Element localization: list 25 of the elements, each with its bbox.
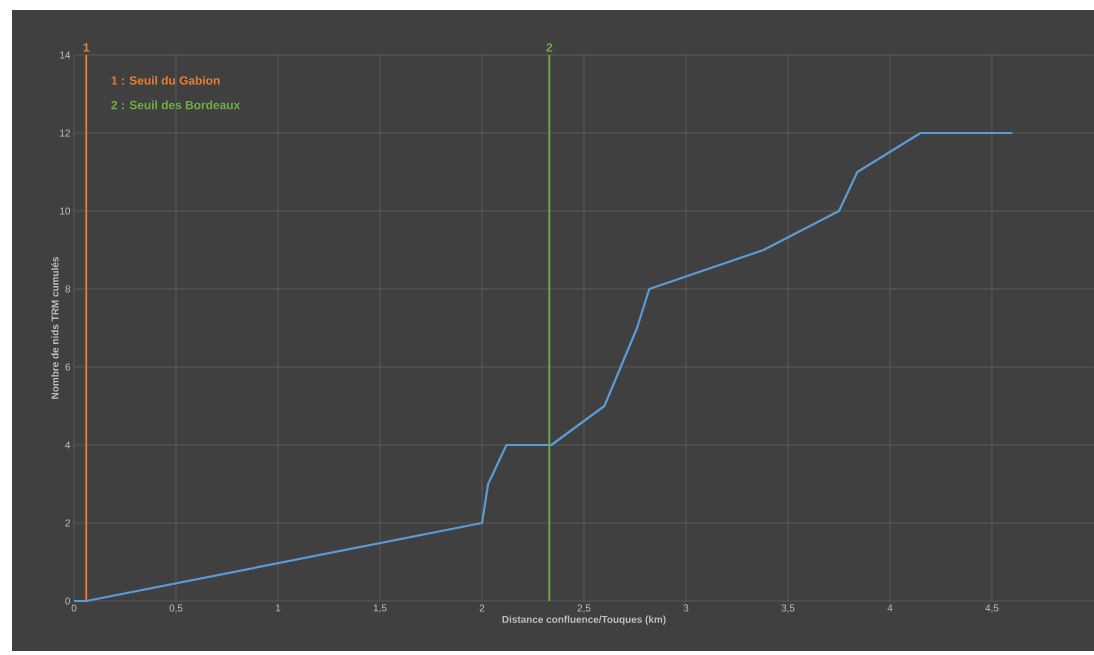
annotation: 1	[83, 43, 90, 52]
x-tick-label: 2,5	[577, 604, 591, 613]
y-tick-label: 2	[65, 519, 70, 527]
line-series	[72, 131, 1014, 603]
annotation: 1 : Seuil du Gabion	[111, 75, 220, 85]
annotation: 2	[546, 43, 553, 52]
y-tick-label: 4	[65, 441, 71, 449]
x-tick-label: 3,5	[781, 604, 795, 613]
y-tick-label: 6	[65, 363, 71, 371]
x-tick-label: 3	[683, 604, 689, 612]
x-tick-label: 0,5	[169, 604, 183, 613]
x-tick-label: 1	[275, 604, 281, 612]
y-axis-title: Nombre de nids TRM cumulés	[51, 256, 59, 399]
x-tick-label: 1,5	[373, 604, 387, 613]
y-tick-label: 8	[65, 285, 71, 293]
y-tick-label: 10	[60, 207, 71, 215]
y-tick-label: 12	[60, 129, 70, 137]
annotation: 2 : Seuil des Bordeaux	[111, 100, 241, 110]
y-tick-label: 14	[60, 51, 71, 59]
x-tick-label: 4,5	[985, 604, 999, 613]
x-axis-title: Distance confluence/Touques (km)	[502, 615, 666, 625]
x-tick-label: 4	[887, 604, 893, 612]
x-tick-label: 2	[479, 604, 485, 612]
y-tick-label: 0	[65, 597, 71, 605]
x-tick-label: 0	[71, 604, 77, 612]
